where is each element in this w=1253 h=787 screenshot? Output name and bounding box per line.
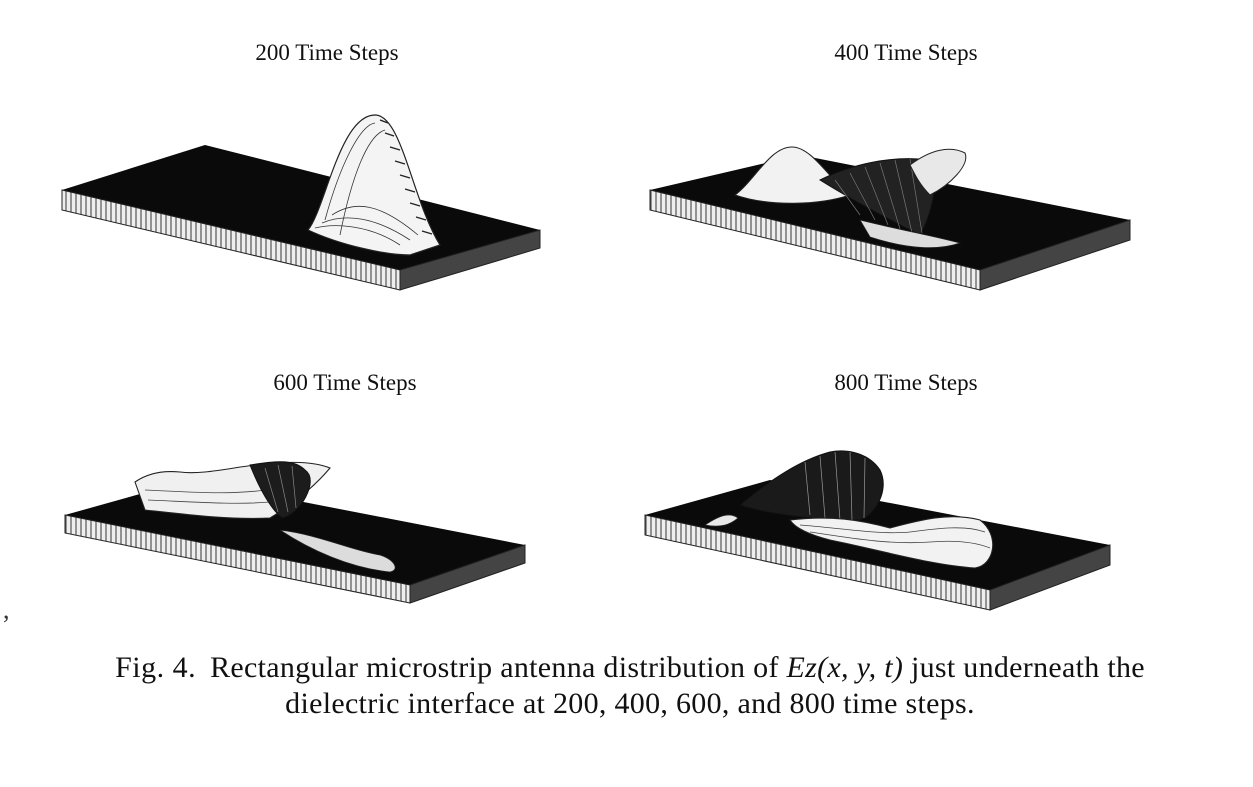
panel-title-200: 200 Time Steps <box>255 40 399 65</box>
field-wave-left <box>733 146 852 204</box>
field-wave-low <box>279 529 396 573</box>
caption-text-after: just underneath the dielectric interface… <box>285 651 1145 720</box>
surface-plot-600 <box>64 461 526 604</box>
board-right-edge <box>979 219 1131 291</box>
board-right-edge <box>409 544 526 604</box>
field-wave-left-fin <box>703 514 739 527</box>
panel-title-800: 800 Time Steps <box>834 370 978 395</box>
field-wave-tail <box>859 219 962 249</box>
surface-plot-200 <box>61 114 541 291</box>
field-wave-right <box>909 148 967 196</box>
caption-math: Ez(x, y, t) <box>786 651 904 684</box>
surface-plot-800 <box>644 450 1111 611</box>
figure-label: Fig. 4. <box>115 651 197 684</box>
field-wave-back <box>738 450 884 521</box>
figure-caption: Fig. 4. Rectangular microstrip antenna di… <box>60 650 1200 722</box>
caption-text-before: Rectangular microstrip antenna distribut… <box>210 651 787 684</box>
board-right-edge <box>989 544 1111 611</box>
field-wave-back <box>249 461 311 519</box>
board-right-edge <box>399 229 541 291</box>
field-pulse <box>307 114 441 256</box>
panel-title-400: 400 Time Steps <box>834 40 978 65</box>
surface-plot-400 <box>649 146 1131 291</box>
margin-mark: , <box>3 595 10 624</box>
panel-title-600: 600 Time Steps <box>273 370 417 395</box>
